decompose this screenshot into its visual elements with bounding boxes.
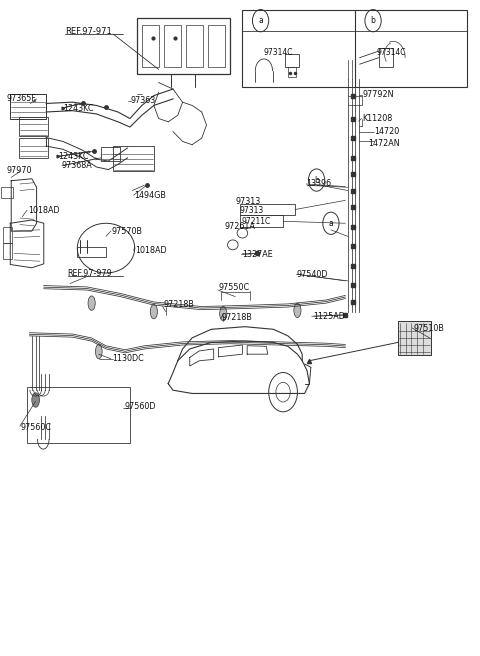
Ellipse shape (96, 344, 102, 359)
Text: 97314C: 97314C (376, 48, 406, 57)
Text: 97365F: 97365F (6, 94, 36, 104)
Text: 97218B: 97218B (163, 300, 194, 309)
Text: 97218B: 97218B (222, 313, 252, 322)
Text: 97570B: 97570B (112, 226, 143, 236)
Ellipse shape (150, 304, 157, 319)
Bar (208, 25, 225, 68)
Text: 97211C: 97211C (242, 216, 271, 226)
Bar (240, 203, 295, 215)
Bar (3, 243, 12, 259)
Bar (142, 25, 159, 68)
Text: 97510B: 97510B (413, 323, 444, 333)
Bar (186, 25, 203, 68)
Text: 1018AD: 1018AD (28, 206, 60, 215)
Bar (0, 186, 12, 198)
Text: 97363: 97363 (131, 96, 156, 106)
Text: 97550C: 97550C (219, 283, 250, 292)
Text: b: b (314, 176, 319, 184)
Text: 97314C: 97314C (264, 48, 293, 57)
Ellipse shape (294, 303, 301, 318)
Text: 1243KC: 1243KC (58, 152, 89, 161)
Text: 97540D: 97540D (297, 270, 328, 279)
Text: K11208: K11208 (362, 114, 392, 123)
Text: a: a (258, 16, 263, 25)
Bar (19, 138, 48, 158)
Text: 97970: 97970 (6, 167, 32, 175)
Bar (10, 94, 46, 119)
Text: REF.97-979: REF.97-979 (68, 268, 112, 277)
Bar (77, 247, 106, 257)
Bar (3, 226, 12, 243)
Text: b: b (371, 16, 375, 25)
Bar (240, 215, 283, 226)
Text: 97261A: 97261A (225, 222, 255, 231)
Text: 1125AD: 1125AD (313, 312, 345, 321)
Text: 97368A: 97368A (62, 161, 93, 170)
Bar (379, 48, 393, 68)
Text: 1327AE: 1327AE (242, 250, 273, 259)
Bar (288, 68, 297, 77)
Text: 97560D: 97560D (124, 402, 156, 411)
Text: 1472AN: 1472AN (368, 139, 400, 148)
Bar (19, 117, 48, 136)
Bar (137, 18, 230, 74)
Text: 14720: 14720 (374, 127, 399, 136)
Text: 1018AD: 1018AD (135, 246, 167, 255)
Text: 97313: 97313 (235, 197, 261, 205)
Bar (286, 54, 299, 68)
Text: 97313: 97313 (240, 206, 264, 215)
Text: 1494GB: 1494GB (134, 191, 166, 199)
Text: 97560C: 97560C (21, 423, 52, 432)
Bar (242, 10, 468, 87)
Bar (398, 321, 432, 356)
Bar (27, 387, 130, 443)
Ellipse shape (220, 306, 227, 321)
Ellipse shape (88, 296, 95, 310)
Bar (113, 146, 154, 171)
Bar (101, 147, 120, 161)
Ellipse shape (32, 393, 39, 407)
Text: 1243KC: 1243KC (63, 104, 94, 113)
Text: 13396: 13396 (306, 180, 331, 188)
Text: 97792N: 97792N (362, 91, 394, 100)
Text: a: a (329, 218, 333, 228)
Text: 1130DC: 1130DC (112, 354, 144, 363)
Text: REF.97-971: REF.97-971 (65, 27, 112, 36)
Bar (164, 25, 181, 68)
